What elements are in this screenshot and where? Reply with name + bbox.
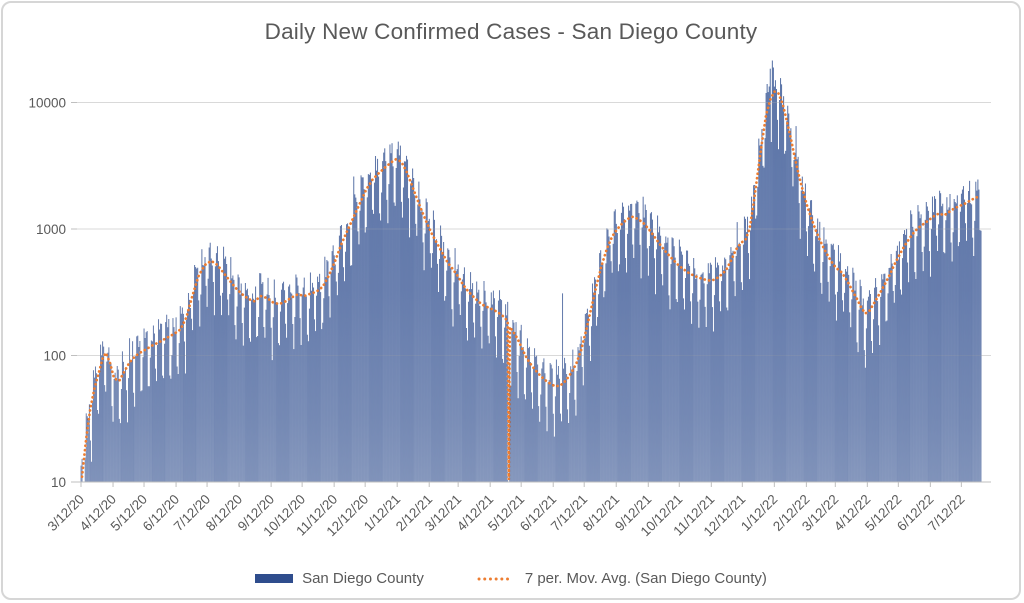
legend-ma-label: 7 per. Mov. Avg. (San Diego County) xyxy=(524,570,767,587)
legend-bar-label: San Diego County xyxy=(302,570,424,587)
ma-series-dotted-swatch-icon xyxy=(477,577,515,580)
y-axis-tick-label: 100 xyxy=(43,349,66,364)
legend-item-ma-series: 7 per. Mov. Avg. (San Diego County) xyxy=(476,570,767,587)
chart-canvas: 101001000100003/12/204/12/205/12/206/12/… xyxy=(28,60,991,539)
legend-item-bar-series: San Diego County xyxy=(255,570,424,587)
chart-title: Daily New Confirmed Cases - San Diego Co… xyxy=(264,19,758,44)
y-axis-tick-label: 1000 xyxy=(36,222,66,237)
y-axis-tick-label: 10 xyxy=(51,475,66,490)
y-axis-tick-label: 10000 xyxy=(28,96,66,111)
bar-series-swatch-icon xyxy=(255,574,294,583)
legend: San Diego County 7 per. Mov. Avg. (San D… xyxy=(3,570,1019,587)
